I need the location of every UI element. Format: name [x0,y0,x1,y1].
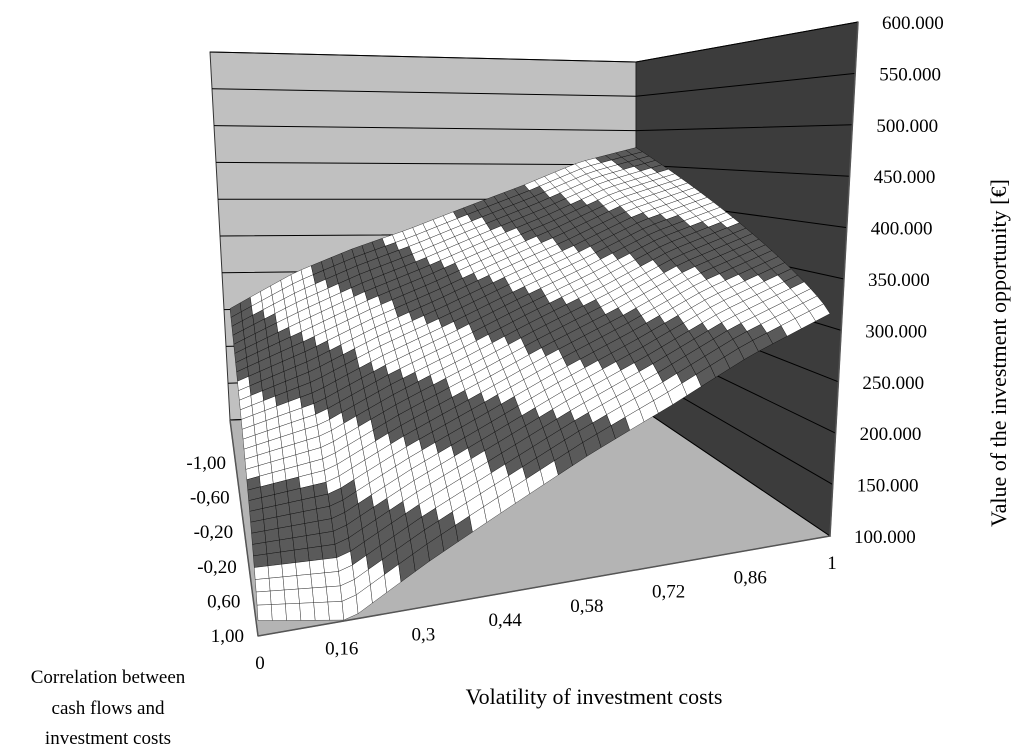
surface-cell [280,549,296,565]
surface-cell [254,565,270,580]
surface-cell [291,523,307,539]
surface-cell [277,525,294,541]
z-tick-label: 450.000 [874,167,936,188]
z-tick-label: 550.000 [879,64,941,85]
z-tick-labels: 100.000 150.000 200.000 250.000 300.000 350.0… [854,13,944,548]
x-tick-label: 0,58 [570,596,603,617]
surface-cell [324,571,341,588]
surface-cell [306,533,322,549]
surface-cell [267,564,284,579]
depth-tick-label: -0,20 [197,557,237,578]
surface-cell [255,578,271,593]
x-tick-label: 1 [827,553,837,574]
depth-axis-title-line-3: investment costs [45,728,171,748]
surface-cell [293,547,310,563]
z-tick-label: 250.000 [862,373,924,394]
surface-cell [298,587,314,604]
depth-axis-title-line-2: cash flows and [52,698,165,719]
surface-cell [809,303,831,322]
surface-cell [295,560,311,576]
wall-gridline [209,21,859,63]
surface-cell [292,535,308,551]
x-tick-label: 0,86 [734,567,767,588]
surface-cell [251,530,267,545]
surface-cell [304,520,320,536]
z-tick-label: 600.000 [882,13,944,34]
surface-cell [279,537,295,553]
z-tick-label: 300.000 [865,321,927,342]
surface-cell [327,601,344,621]
surface-cell [256,604,273,621]
surface-cell [265,539,281,555]
surface-cell [321,544,337,560]
surface-cell [271,603,287,621]
axis-lines [229,21,859,637]
surface-cell [313,601,330,621]
z-tick-label: 500.000 [876,116,938,137]
x-tick-label: 0,44 [489,610,523,631]
z-tick-label: 400.000 [871,219,933,240]
surface-cell [252,542,268,557]
depth-tick-label: 0,60 [207,591,240,612]
depth-tick-label: -0,60 [190,488,230,509]
surface-cell [319,531,336,547]
surface-cell [264,528,280,543]
wall-gridline [213,124,853,132]
x-axis-title: Volatility of investment costs [466,684,723,709]
depth-tick-label: -0,20 [194,522,234,543]
surface-cell [282,575,299,591]
x-tick-labels: 0 0,16 0,3 0,44 0,58 0,72 0,86 1 [255,553,837,674]
surface-cell [285,603,302,621]
surface-cell [317,518,334,534]
x-tick-label: 0 [255,653,265,674]
z-axis-title: Value of the investment opportunity [€] [986,179,1011,527]
surface-cell [322,557,339,574]
surface-cell [316,506,332,522]
surface-cell [299,602,316,621]
x-axis-line [257,535,831,637]
surface-cell [269,589,286,605]
wall-gridline [211,72,856,97]
surface-cell [296,573,313,590]
surface-mesh [229,147,831,621]
z-tick-label: 200.000 [860,424,922,445]
z-tick-label: 100.000 [854,527,916,548]
x-tick-label: 0,72 [652,582,685,603]
surface-cell [281,562,298,578]
surface-cell [326,585,343,603]
x-tick-label: 0,3 [412,624,436,645]
depth-axis-title-line-1: Correlation between [31,667,186,688]
surface-cell [268,576,285,592]
depth-axis-line [229,419,259,637]
surface-cell [312,586,329,603]
surface-cell [255,590,272,606]
x-tick-label: 0,16 [325,639,358,660]
z-axis-line [829,21,859,537]
depth-tick-label: -1,00 [186,453,226,474]
z-tick-label: 150.000 [857,476,919,497]
surface-cell [253,553,269,568]
depth-tick-label: 1,00 [211,626,244,647]
surface-cell [309,559,325,575]
surface-cell [266,551,282,567]
depth-tick-labels: -1,00 -0,60 -0,20 -0,20 0,60 1,00 [186,453,244,647]
surface-cell [283,588,300,605]
z-tick-label: 350.000 [868,270,930,291]
surface-cell [310,572,327,589]
surface-cell [307,546,324,562]
